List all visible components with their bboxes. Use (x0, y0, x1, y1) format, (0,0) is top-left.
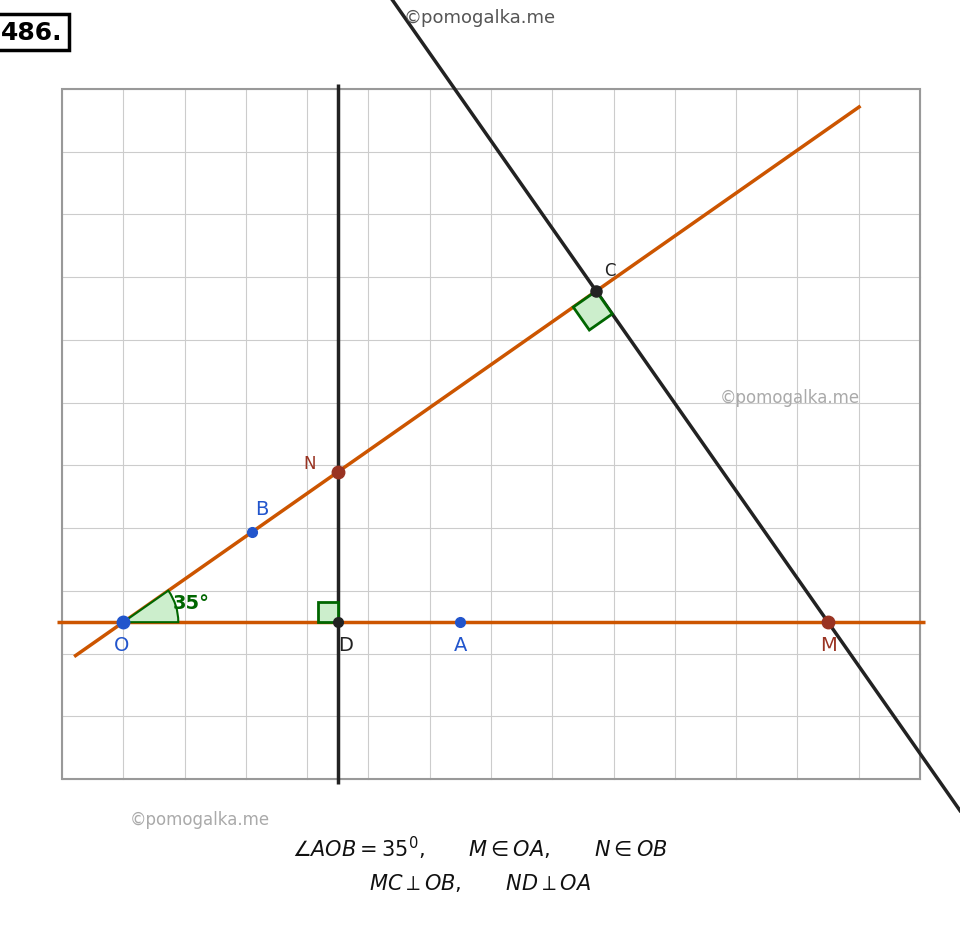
Text: N: N (303, 454, 316, 473)
Text: $\angle AOB = 35^0,$      $M \in OA,$      $N \in OB$: $\angle AOB = 35^0,$ $M \in OA,$ $N \in … (292, 833, 668, 860)
Text: D: D (338, 636, 353, 654)
Text: B: B (255, 500, 269, 518)
Text: M: M (820, 636, 836, 654)
Text: A: A (454, 636, 468, 654)
Text: ©pomogalka.me: ©pomogalka.me (130, 810, 270, 828)
Polygon shape (573, 292, 612, 331)
Wedge shape (123, 591, 179, 623)
Text: ©pomogalka.me: ©pomogalka.me (720, 388, 860, 407)
Text: 35°: 35° (173, 593, 210, 613)
Bar (62, 90, 920, 780)
Polygon shape (318, 603, 338, 623)
Text: ©pomogalka.me: ©pomogalka.me (404, 9, 556, 27)
Text: $MC \perp OB,$      $ND \perp OA$: $MC \perp OB,$ $ND \perp OA$ (369, 871, 591, 893)
Text: 486.: 486. (1, 21, 62, 44)
Text: O: O (113, 636, 129, 654)
Text: C: C (605, 261, 616, 280)
